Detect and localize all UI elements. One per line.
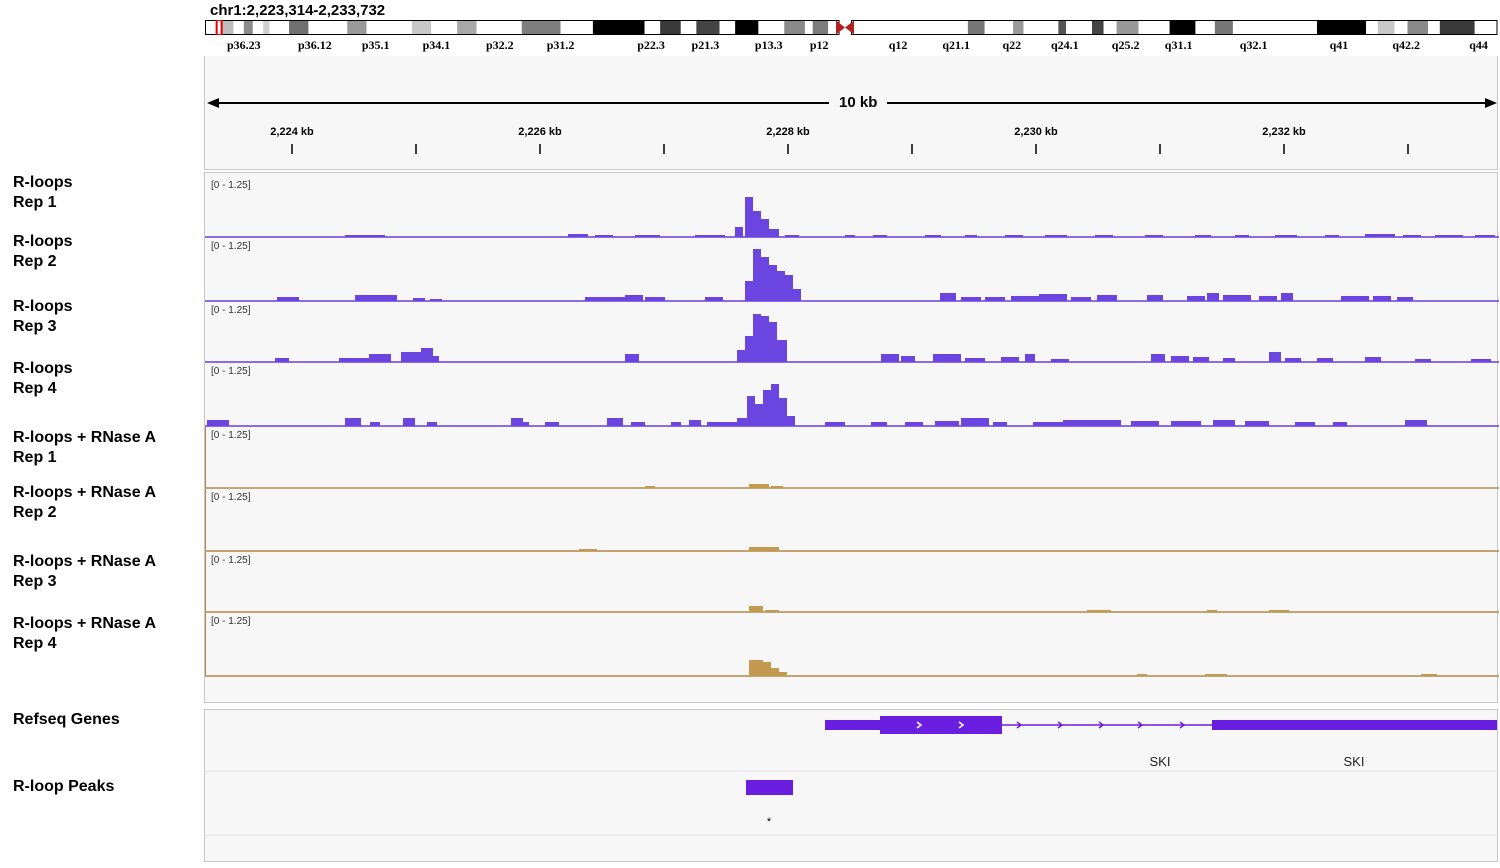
cytoband-label: p13.3	[754, 38, 783, 52]
track-name[interactable]: R-loops + RNase A Rep 3	[13, 552, 156, 592]
gene-label: SKI	[1149, 754, 1171, 769]
track-name[interactable]: R-loops + RNase A Rep 2	[13, 483, 156, 523]
cytoband-label: q12	[888, 38, 908, 52]
data-range-label: [0 - 1.25]	[211, 616, 251, 627]
cytoband-label: p22.3	[637, 38, 665, 52]
cytoband-label: q25.2	[1111, 38, 1140, 52]
track-name[interactable]: R-loops Rep 2	[13, 232, 73, 272]
chromosome-ideogram[interactable]	[205, 20, 1498, 35]
cytoband-label: q22	[1002, 38, 1022, 52]
track-name-line: Rep 1	[13, 194, 57, 211]
track-name-line: Rep 2	[13, 504, 57, 521]
track-name-line: Rep 4	[13, 635, 57, 652]
cytoband-label: q42.2	[1392, 38, 1421, 52]
track-name[interactable]: R-loops + RNase A Rep 1	[13, 428, 156, 468]
coverage-track	[205, 489, 1499, 552]
cytoband-label: q21.1	[942, 38, 971, 52]
cytoband-label: q31.1	[1164, 38, 1193, 52]
cytoband-label: q41	[1329, 38, 1349, 52]
cytoband-label: q32.1	[1239, 38, 1268, 52]
cytoband-label: q24.1	[1051, 38, 1079, 52]
coverage-track	[205, 314, 1499, 363]
cytoband-label: p12	[809, 38, 829, 52]
feature-graphics	[205, 716, 1499, 836]
track-name-line: Rep 3	[13, 573, 57, 590]
track-name-refseq-genes[interactable]: Refseq Genes	[13, 711, 120, 728]
cytoband-label: p36.12	[298, 38, 332, 52]
feature-panel[interactable]: SKI SKI *	[204, 709, 1499, 862]
ruler-tick-label: 2,230 kb	[1014, 126, 1058, 138]
current-view-marker	[215, 20, 223, 35]
ruler-tick-label: 2,224 kb	[270, 126, 314, 138]
cytoband-label: p32.2	[485, 38, 514, 52]
coverage-tracks	[205, 197, 1499, 677]
data-range-label: [0 - 1.25]	[211, 555, 251, 566]
scale-label: 10 kb	[829, 94, 888, 111]
cytoband-label: p34.1	[422, 38, 451, 52]
coverage-track	[205, 197, 1499, 238]
data-range-label: [0 - 1.25]	[211, 241, 251, 252]
track-name-line: R-loops + RNase A	[13, 553, 156, 570]
gene-label: SKI	[1343, 754, 1365, 769]
ruler-tick-label: 2,232 kb	[1262, 126, 1306, 138]
cytoband-label: q44	[1469, 38, 1488, 52]
track-name[interactable]: R-loops + RNase A Rep 4	[13, 614, 156, 654]
cytoband-labels: p36.23 p36.12 p35.1 p34.1 p32.2 p31.2 p22.3 p21…	[205, 38, 1498, 54]
track-name[interactable]: R-loops Rep 1	[13, 173, 73, 213]
track-name-line: R-loops	[13, 360, 73, 377]
ruler-panel[interactable]: 10 kb 2,224 kb 2,226 kb 2,228 kb 2,230 kb 2,…	[204, 56, 1498, 170]
peak-name-label: *	[766, 816, 772, 828]
track-name-line: Rep 2	[13, 253, 57, 270]
track-name-line: Rep 1	[13, 449, 57, 466]
ruler-graphic	[207, 98, 1497, 154]
cytoband-label: p35.1	[361, 38, 390, 52]
ruler-tick-label: 2,228 kb	[766, 126, 810, 138]
track-name[interactable]: R-loops Rep 3	[13, 297, 73, 337]
track-name[interactable]: R-loops Rep 4	[13, 359, 73, 399]
rloop-peak	[746, 780, 793, 795]
track-name-line: R-loops	[13, 233, 73, 250]
coverage-track	[205, 613, 1499, 677]
gene-feature	[825, 716, 1497, 734]
coverage-track	[205, 427, 1499, 489]
track-name-line: R-loops + RNase A	[13, 615, 156, 632]
locus-label: chr1:2,223,314-2,233,732	[210, 2, 386, 19]
data-range-label: [0 - 1.25]	[211, 492, 251, 503]
cytoband-label: p31.2	[546, 38, 575, 52]
coverage-track	[205, 384, 1499, 427]
ruler-tick-label: 2,226 kb	[518, 126, 562, 138]
data-range-label: [0 - 1.25]	[211, 180, 251, 191]
data-range-label: [0 - 1.25]	[211, 305, 251, 316]
track-name-line: Rep 3	[13, 318, 57, 335]
data-panel[interactable]: [0 - 1.25] [0 - 1.25] [0 - 1.25] [0 - 1.25]…	[204, 172, 1499, 703]
track-name-line: R-loops	[13, 174, 73, 191]
data-range-label: [0 - 1.25]	[211, 430, 251, 441]
cytoband-label: p21.3	[691, 38, 720, 52]
track-name-line: R-loops + RNase A	[13, 429, 156, 446]
track-name-line: R-loops	[13, 298, 73, 315]
cytoband-label: p36.23	[226, 38, 261, 52]
coverage-track	[205, 249, 1499, 302]
track-name-line: R-loops + RNase A	[13, 484, 156, 501]
track-name-rloop-peaks[interactable]: R-loop Peaks	[13, 778, 115, 795]
track-name-line: Rep 4	[13, 380, 57, 397]
data-range-label: [0 - 1.25]	[211, 366, 251, 377]
coverage-track	[205, 552, 1499, 613]
